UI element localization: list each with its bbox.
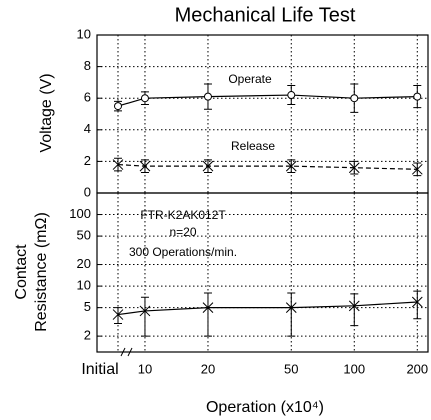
y-tick-label: 100 <box>69 206 91 221</box>
annotation: 300 Operations/min. <box>129 245 237 259</box>
marker <box>411 296 423 308</box>
series-line <box>117 163 418 170</box>
error-bar <box>114 307 122 325</box>
error-bar <box>140 296 149 337</box>
y-tick-label: 2 <box>84 328 91 343</box>
marker <box>202 302 214 314</box>
y-tick-label: 6 <box>84 90 91 105</box>
y-tick-label: 50 <box>77 228 91 243</box>
y-tick-label: 8 <box>84 58 91 73</box>
error-bar <box>287 292 296 337</box>
marker <box>411 163 423 175</box>
x-tick-label: 20 <box>201 361 215 376</box>
marker <box>139 305 151 317</box>
x-tick-label: 10 <box>138 361 152 376</box>
marker <box>348 162 360 174</box>
series-line <box>117 301 418 316</box>
series-label: Release <box>231 139 275 153</box>
plot-frame <box>96 192 429 353</box>
y-axis-label: Contact <box>13 244 30 300</box>
marker <box>139 160 151 172</box>
marker <box>287 91 296 100</box>
y-tick-label: 10 <box>77 278 91 293</box>
x-axis-label: Operation (x10⁴) <box>206 399 324 416</box>
error-bar <box>413 290 422 320</box>
marker <box>140 94 149 103</box>
y-tick-label: 4 <box>84 121 91 136</box>
plot-frame <box>96 34 429 194</box>
y-axis-label: Resistance (mΩ) <box>33 212 50 332</box>
marker <box>112 159 124 170</box>
annotation: FTR-K2AK012T <box>140 208 226 222</box>
y-tick-label: 2 <box>84 153 91 168</box>
chart-title: Mechanical Life Test <box>175 4 356 26</box>
series-label: Operate <box>228 72 272 86</box>
y-tick-label: 5 <box>84 299 91 314</box>
marker <box>202 160 214 172</box>
marker <box>285 302 297 314</box>
x-tick-label: 100 <box>343 361 365 376</box>
annotation: n=20 <box>169 225 196 239</box>
marker <box>285 160 297 172</box>
error-bar <box>350 293 359 327</box>
marker <box>114 102 122 111</box>
marker <box>350 94 359 103</box>
y-tick-label: 0 <box>84 184 91 199</box>
y-tick-label: 20 <box>77 256 91 271</box>
x-tick-label: 50 <box>284 361 298 376</box>
x-tick-label: 200 <box>406 361 428 376</box>
marker <box>203 92 212 101</box>
marker <box>112 309 124 320</box>
marker <box>413 92 422 101</box>
y-axis-label: Voltage (V) <box>38 73 55 152</box>
error-bar <box>203 292 212 337</box>
x-tick-label: Initial <box>81 361 118 378</box>
marker <box>348 300 360 312</box>
y-tick-label: 10 <box>77 26 91 41</box>
series-line <box>117 94 418 107</box>
